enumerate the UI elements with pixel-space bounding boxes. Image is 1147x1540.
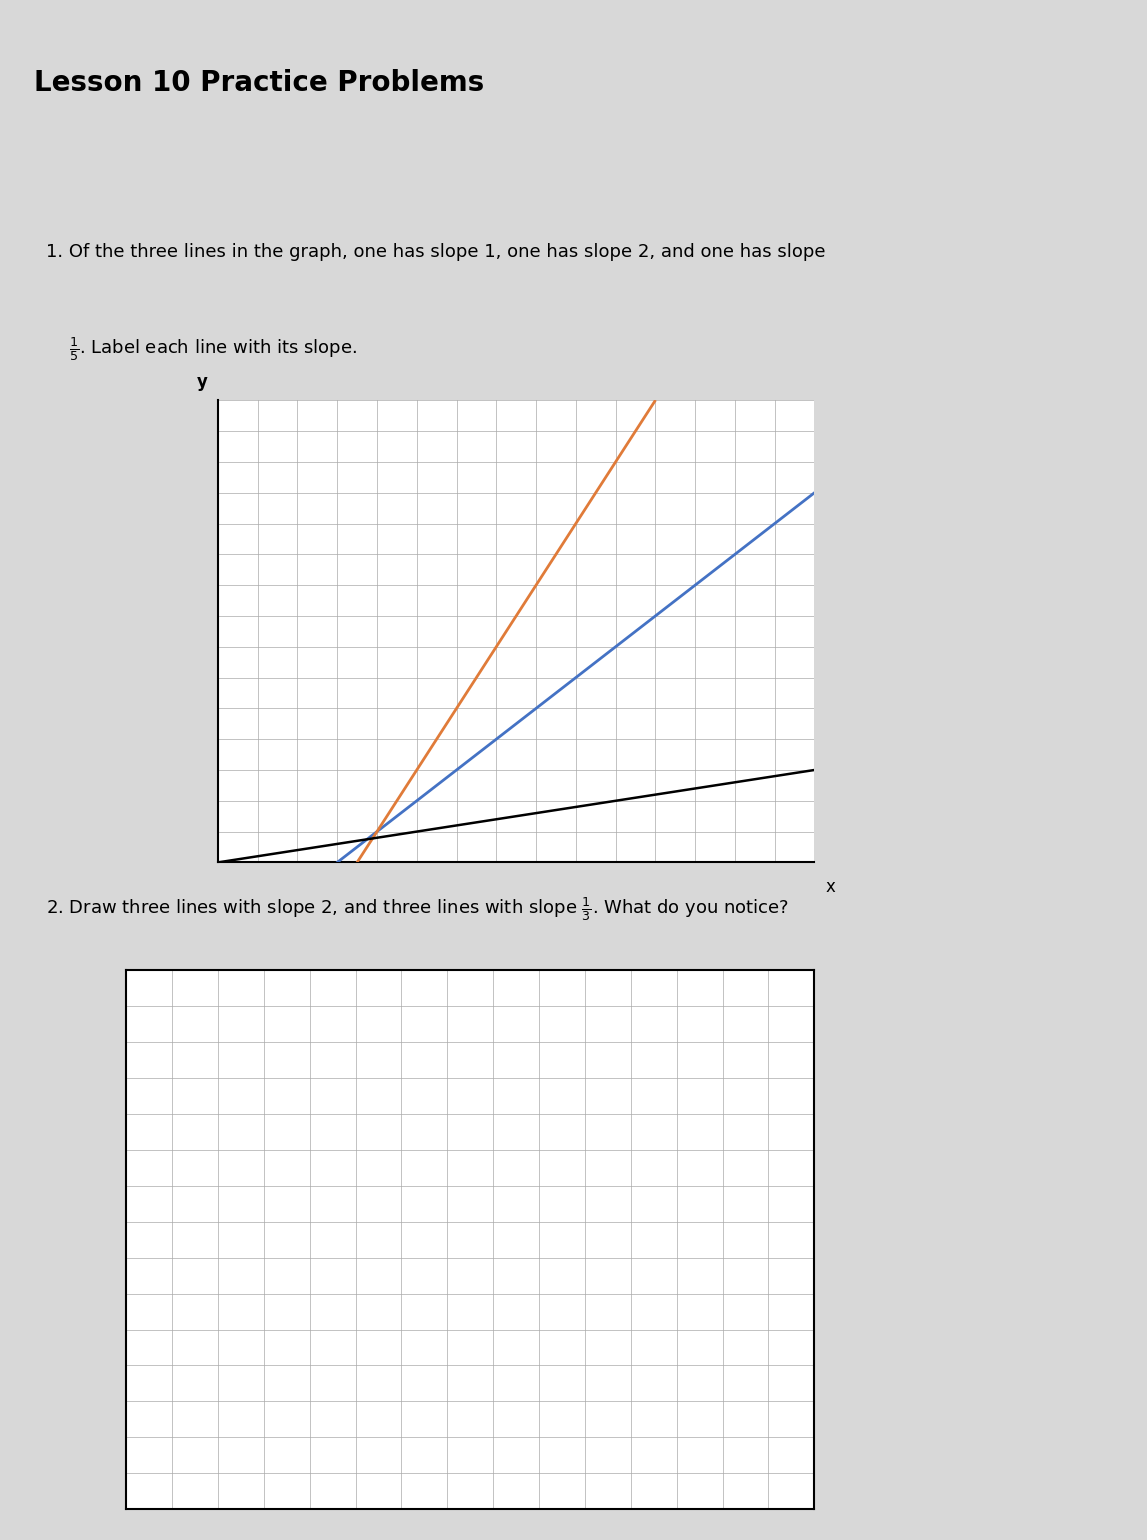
Text: y: y bbox=[196, 373, 208, 391]
Text: 1. Of the three lines in the graph, one has slope 1, one has slope 2, and one ha: 1. Of the three lines in the graph, one … bbox=[46, 242, 826, 260]
Text: $\frac{1}{5}$. Label each line with its slope.: $\frac{1}{5}$. Label each line with its … bbox=[69, 336, 357, 363]
Text: 2. Draw three lines with slope 2, and three lines with slope $\frac{1}{3}$. What: 2. Draw three lines with slope 2, and th… bbox=[46, 895, 789, 922]
Text: Lesson 10 Practice Problems: Lesson 10 Practice Problems bbox=[34, 69, 485, 97]
Text: x: x bbox=[826, 878, 835, 896]
